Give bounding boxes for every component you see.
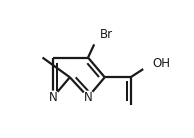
Text: N: N bbox=[49, 91, 57, 104]
Text: Br: Br bbox=[99, 28, 113, 41]
Text: OH: OH bbox=[152, 57, 171, 70]
Text: N: N bbox=[84, 91, 92, 104]
